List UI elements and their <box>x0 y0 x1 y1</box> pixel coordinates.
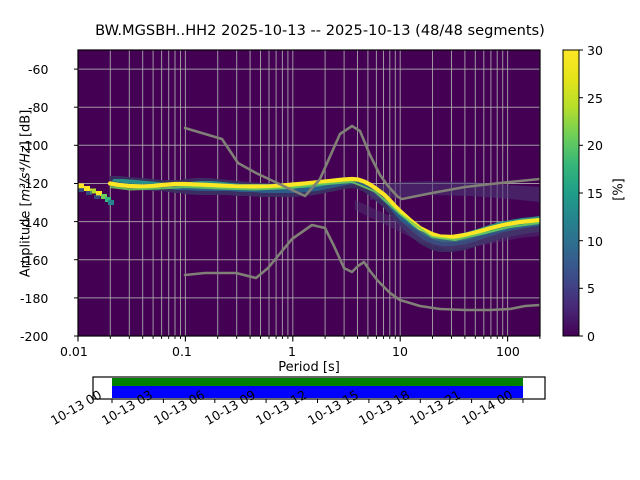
y-tick-label: -120 <box>20 176 49 191</box>
x-tick-marks-minor <box>109 336 541 339</box>
ppsd-hf-streak <box>78 183 114 205</box>
noise-models <box>183 124 540 312</box>
ppsd-density <box>78 176 540 252</box>
y-tick-label: -140 <box>20 215 49 230</box>
colorbar-tick-label: 30 <box>587 43 603 58</box>
plot-frame <box>77 49 541 337</box>
x-tick-label: 100 <box>496 344 520 359</box>
ppsd-faint-upper <box>370 181 540 202</box>
y-tick-label: -180 <box>20 291 49 306</box>
timeline-tick-marks <box>111 399 524 403</box>
page-title: BW.MGSBH..HH2 2025-10-13 -- 2025-10-13 (… <box>95 22 545 39</box>
colorbar-tick-label: 5 <box>587 281 595 296</box>
x-axis-label: Period [s] <box>278 360 340 375</box>
colorbar-tick-label: 0 <box>587 329 595 344</box>
nhnm-curve <box>183 124 540 201</box>
ppsd-mode-curve <box>107 176 540 240</box>
timeline-band-green[interactable] <box>112 378 523 386</box>
y-tick-label: -200 <box>20 329 49 344</box>
colorbar-tick-label: 20 <box>587 138 603 153</box>
ppsd-halo-outer <box>110 176 540 252</box>
ppsd-faint-lower <box>355 200 540 250</box>
x-tick-label: 0.1 <box>172 344 192 359</box>
nlnm-curve <box>183 223 540 312</box>
colorbar-tick-label: 10 <box>587 234 603 249</box>
y-tick-label: -80 <box>28 100 49 115</box>
ppsd-mode-flank <box>109 181 540 241</box>
colorbar-gradient <box>563 50 579 336</box>
y-tick-label: -100 <box>20 138 49 153</box>
timeline-band-blue[interactable] <box>112 386 523 398</box>
y-tick-label: -160 <box>20 253 49 268</box>
colorbar-tick-label: 25 <box>587 91 603 106</box>
colorbar-ticks <box>579 49 583 337</box>
y-tick-marks <box>74 68 78 337</box>
x-tick-label: 0.01 <box>60 344 88 359</box>
x-tick-marks-major <box>77 336 509 342</box>
colorbar-tick-label: 15 <box>587 186 603 201</box>
x-tick-label: 1 <box>288 344 296 359</box>
x-tick-label: 10 <box>392 344 408 359</box>
y-tick-label: -60 <box>28 62 49 77</box>
